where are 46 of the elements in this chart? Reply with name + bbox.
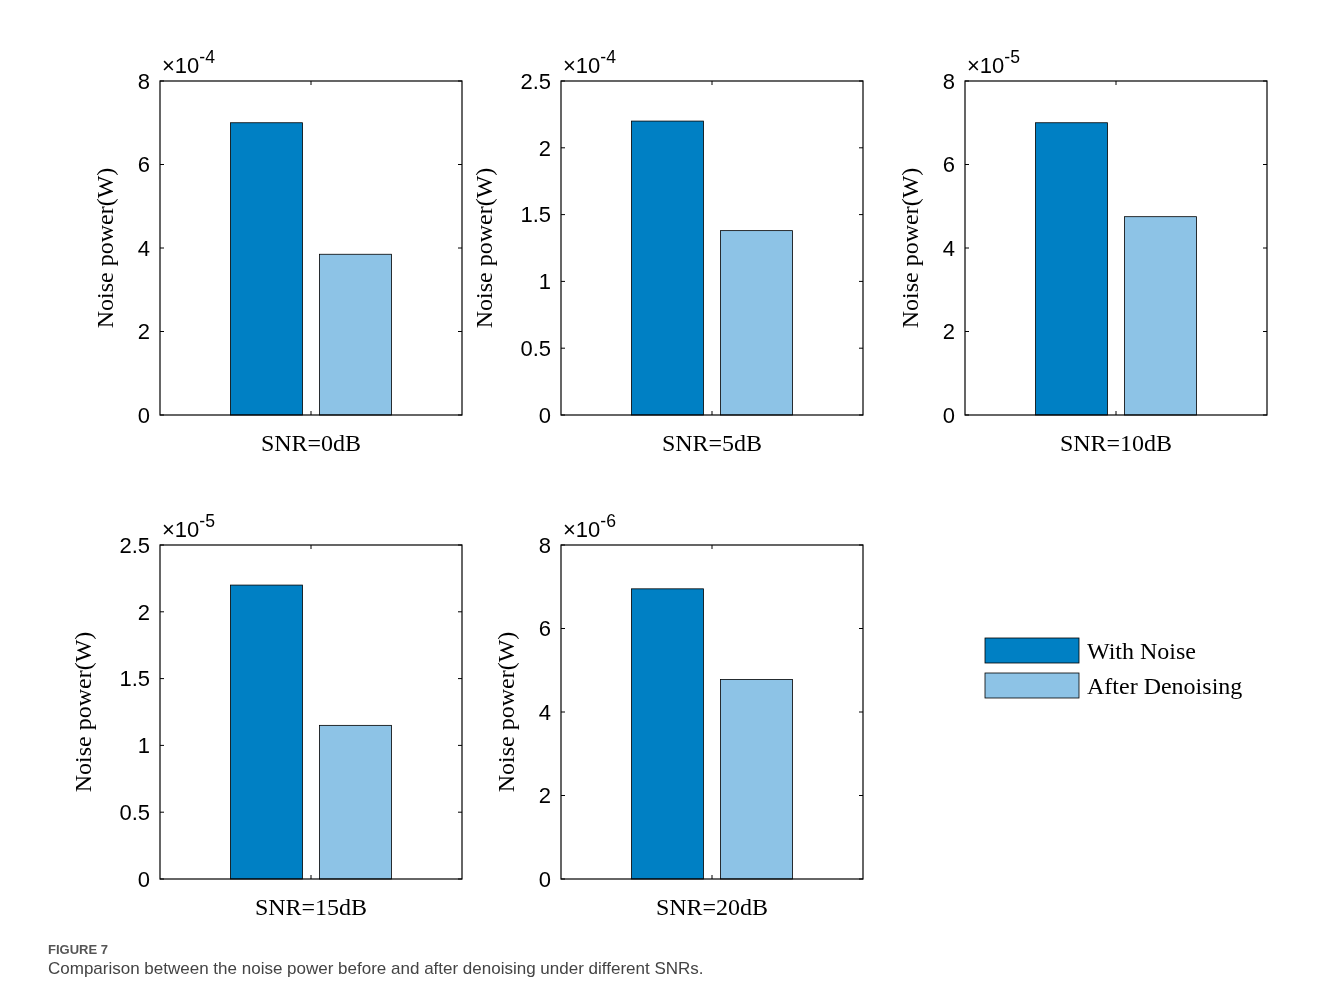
y-axis-title: Noise power(W): [493, 631, 519, 793]
y-tick-label: 0: [137, 866, 150, 892]
y-tick-label: 2: [137, 599, 150, 625]
y-tick-label: 8: [137, 68, 150, 94]
y-tick-label: 4: [538, 699, 551, 725]
y-axis-title: Noise power(W): [92, 167, 118, 329]
x-tick-label: SNR=5dB: [661, 430, 763, 456]
y-tick-label: 4: [942, 235, 955, 261]
y-tick-label: 1.5: [520, 202, 551, 228]
text: ×10$^{-5}$: [162, 511, 216, 542]
text: ×10$^{-4}$: [162, 47, 216, 78]
y-tick-label: 0: [538, 402, 551, 428]
caption: FIGURE 7: [48, 942, 108, 957]
text: ×10$^{-6}$: [563, 511, 617, 542]
text: Comparison between the noise power before and after denoising under different SNRs.: [48, 959, 704, 978]
x-tick-label: SNR=0dB: [260, 430, 362, 456]
text: ×10$^{-4}$: [563, 47, 617, 78]
y-tick-label: 2: [137, 319, 150, 345]
y-tick-label: 1: [137, 733, 150, 759]
y-tick-label: 4: [137, 235, 150, 261]
legend-label: With Noise: [1087, 638, 1197, 664]
y-axis-title: Noise power(W): [70, 631, 96, 793]
y-tick-label: 2: [942, 319, 955, 345]
x-tick-label: SNR=20dB: [655, 894, 769, 920]
y-tick-label: 6: [137, 152, 150, 178]
y-tick-label: 0.5: [520, 335, 551, 361]
y-tick-label: 0: [137, 402, 150, 428]
y-tick-label: 2.5: [520, 68, 551, 94]
y-tick-label: 0: [538, 866, 551, 892]
x-tick-label: SNR=15dB: [254, 894, 368, 920]
y-tick-label: 1: [538, 269, 551, 295]
y-axis-title: Noise power(W): [897, 167, 923, 329]
y-tick-label: 1.5: [119, 666, 150, 692]
y-axis-title: Noise power(W): [471, 167, 497, 329]
y-tick-label: 0: [942, 402, 955, 428]
y-tick-label: 0.5: [119, 799, 150, 825]
y-tick-label: 2.5: [119, 532, 150, 558]
x-tick-label: SNR=10dB: [1059, 430, 1173, 456]
y-tick-label: 6: [538, 616, 551, 642]
y-tick-label: 2: [538, 783, 551, 809]
y-tick-label: 8: [942, 68, 955, 94]
legend-label: After Denoising: [1087, 673, 1243, 699]
y-tick-label: 2: [538, 135, 551, 161]
y-tick-label: 8: [538, 532, 551, 558]
y-tick-label: 6: [942, 152, 955, 178]
text: ×10$^{-5}$: [967, 47, 1021, 78]
